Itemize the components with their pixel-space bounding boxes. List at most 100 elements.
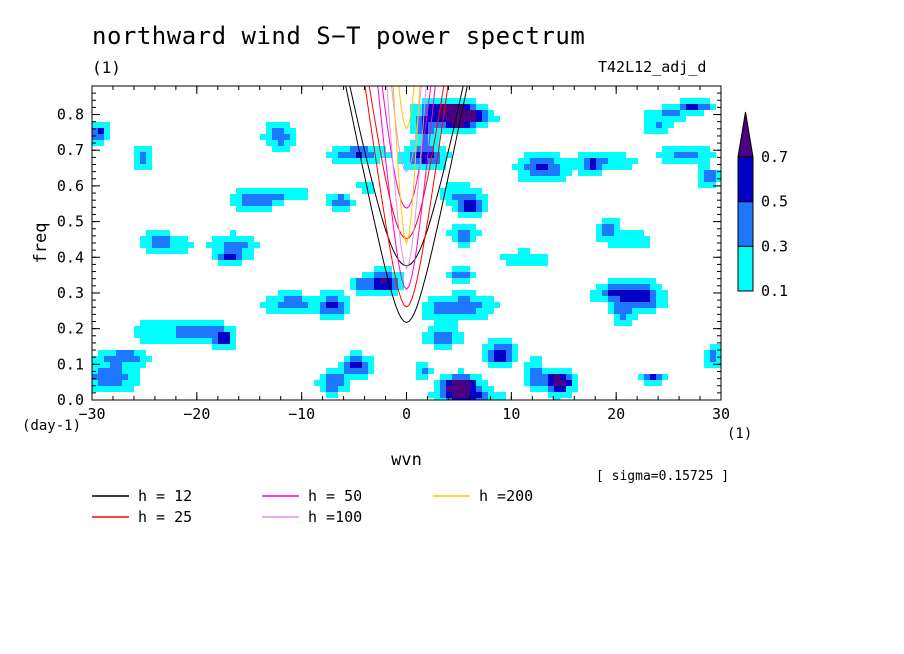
y-tick-label: 0.2: [57, 320, 84, 338]
power-cell: [434, 392, 440, 398]
legend-label: h =100: [308, 508, 362, 526]
power-cell: [464, 266, 470, 272]
power-cell: [158, 332, 164, 338]
power-cell: [458, 206, 464, 212]
power-cell: [596, 290, 602, 296]
power-cell: [380, 284, 386, 290]
power-cell: [290, 308, 296, 314]
power-cell: [620, 290, 626, 296]
power-cell: [692, 104, 698, 110]
power-cell: [452, 128, 458, 134]
power-cell: [266, 194, 272, 200]
power-cell: [458, 368, 464, 374]
power-cell: [572, 386, 578, 392]
power-cell: [482, 314, 488, 320]
power-cell: [608, 242, 614, 248]
power-cell: [710, 170, 716, 176]
power-cell: [476, 104, 482, 110]
power-cell: [164, 230, 170, 236]
dispersion-curve: [377, 86, 436, 291]
power-cell: [152, 332, 158, 338]
power-cell: [206, 320, 212, 326]
power-cell: [110, 386, 116, 392]
power-cell: [230, 260, 236, 266]
power-cell: [530, 164, 536, 170]
power-cell: [452, 332, 458, 338]
power-cell: [296, 302, 302, 308]
power-cell: [344, 302, 350, 308]
power-cell: [632, 284, 638, 290]
power-cell: [446, 128, 452, 134]
power-cell: [380, 266, 386, 272]
x-tick-label: −30: [78, 405, 105, 423]
power-cell: [470, 314, 476, 320]
power-cell: [716, 362, 721, 368]
power-cell: [632, 158, 638, 164]
power-cell: [416, 146, 422, 152]
power-cell: [716, 170, 721, 176]
power-cell: [278, 140, 284, 146]
power-cell: [644, 122, 650, 128]
power-cell: [272, 122, 278, 128]
power-cell: [98, 134, 104, 140]
power-cell: [338, 158, 344, 164]
power-cell: [236, 242, 242, 248]
power-cell: [470, 200, 476, 206]
power-cell: [620, 242, 626, 248]
dispersion-curve: [391, 86, 422, 173]
power-cell: [458, 182, 464, 188]
power-cell: [200, 332, 206, 338]
power-cell: [650, 128, 656, 134]
power-cell: [434, 398, 440, 400]
power-cell: [446, 110, 452, 116]
power-cell: [446, 152, 452, 158]
power-cell: [476, 116, 482, 122]
power-cell: [464, 380, 470, 386]
power-cell: [464, 110, 470, 116]
power-cell: [326, 314, 332, 320]
power-cell: [122, 386, 128, 392]
power-cell: [422, 110, 428, 116]
power-cell: [296, 188, 302, 194]
power-cell: [602, 284, 608, 290]
power-cell: [452, 188, 458, 194]
power-cell: [422, 122, 428, 128]
power-cell: [206, 332, 212, 338]
power-cell: [428, 140, 434, 146]
power-cell: [368, 182, 374, 188]
power-cell: [698, 164, 704, 170]
power-cell: [440, 296, 446, 302]
power-cell: [578, 158, 584, 164]
power-cell: [152, 326, 158, 332]
power-cell: [440, 320, 446, 326]
power-cell: [164, 332, 170, 338]
dispersion-curve: [386, 86, 427, 270]
power-cell: [320, 374, 326, 380]
power-cell: [470, 122, 476, 128]
power-cell: [446, 200, 452, 206]
power-cell: [446, 302, 452, 308]
colorbar-label: 0.7: [761, 148, 788, 166]
power-cell: [674, 158, 680, 164]
power-cell: [206, 338, 212, 344]
power-cell: [164, 338, 170, 344]
power-cell: [560, 170, 566, 176]
power-cell: [548, 164, 554, 170]
power-cell: [110, 368, 116, 374]
power-cell: [458, 194, 464, 200]
power-cell: [470, 230, 476, 236]
power-cell: [98, 368, 104, 374]
power-cell: [194, 338, 200, 344]
power-cell: [104, 362, 110, 368]
power-cell: [506, 338, 512, 344]
power-cell: [644, 308, 650, 314]
power-cell: [428, 338, 434, 344]
power-cell: [272, 302, 278, 308]
power-cell: [446, 314, 452, 320]
power-cell: [488, 110, 494, 116]
power-cell: [458, 110, 464, 116]
power-cell: [368, 158, 374, 164]
power-cell: [278, 296, 284, 302]
power-cell: [230, 338, 236, 344]
power-cell: [230, 332, 236, 338]
